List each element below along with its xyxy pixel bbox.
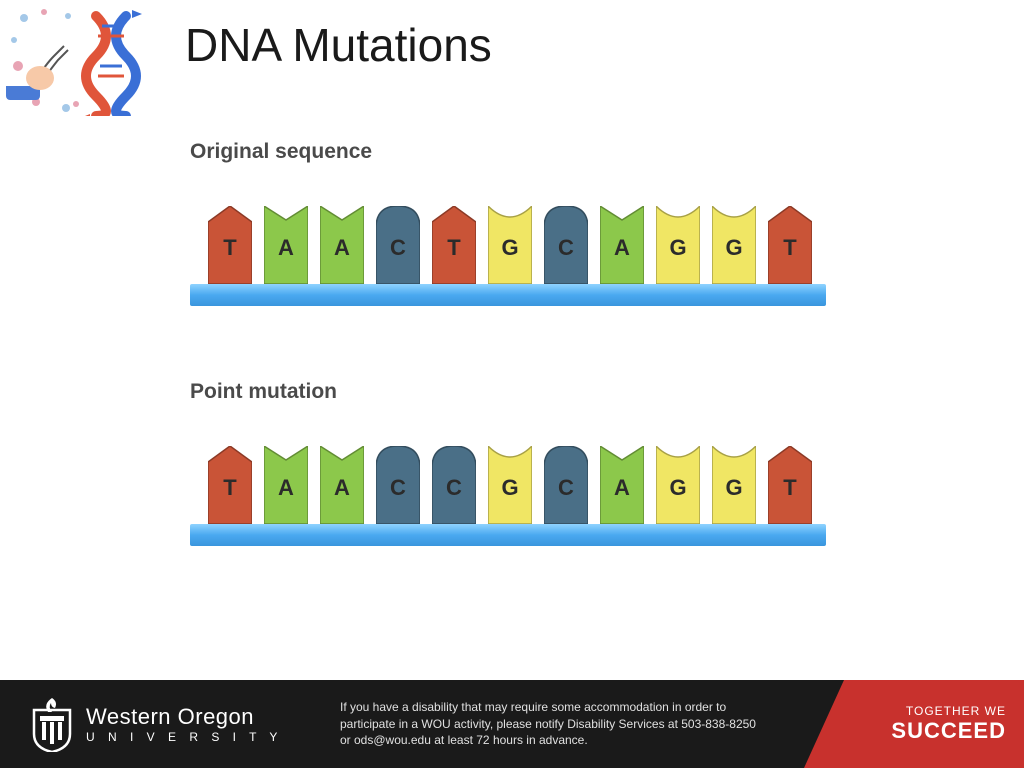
base-letter: T [223,475,236,501]
base-letter: T [783,475,796,501]
base-letter: G [501,235,518,261]
nucleotide-T: T [768,446,812,524]
nucleotide-A: A [600,206,644,284]
nucleotide-C: C [544,446,588,524]
base-letter: C [558,475,574,501]
nucleotide-A: A [264,206,308,284]
base-letter: G [669,235,686,261]
dna-backbone [190,524,826,546]
nucleotide-T: T [208,446,252,524]
tagline-top: TOGETHER WE [891,704,1006,718]
nucleotide-C: C [544,206,588,284]
base-letter: A [334,235,350,261]
sequence-label: Original sequence [190,140,826,164]
footer-tagline: TOGETHER WE SUCCEED [804,680,1024,768]
nucleotide-A: A [320,446,364,524]
nucleotide-G: G [488,446,532,524]
base-letter: G [669,475,686,501]
dna-backbone [190,284,826,306]
university-name: Western Oregon [86,704,282,730]
nucleotide-G: G [712,206,756,284]
nucleotide-A: A [600,446,644,524]
nucleotide-C: C [376,446,420,524]
nucleotide-G: G [712,446,756,524]
nucleotide-G: G [656,206,700,284]
nucleotide-A: A [264,446,308,524]
base-letter: C [390,475,406,501]
base-letter: T [223,235,236,261]
base-letter: T [447,235,460,261]
dna-strand: TAACCGCAGGT [190,436,826,546]
base-letter: G [501,475,518,501]
base-letter: A [278,475,294,501]
base-letter: A [614,475,630,501]
nucleotide-G: G [488,206,532,284]
university-subtitle: U N I V E R S I T Y [86,730,282,744]
base-letter: C [558,235,574,261]
nucleotide-T: T [208,206,252,284]
sequence-block: Original sequence T A A C T G C A G G T [190,140,826,306]
nucleotide-T: T [768,206,812,284]
tagline-bottom: SUCCEED [891,718,1006,744]
footer-bar: Western Oregon U N I V E R S I T Y If yo… [0,680,1024,768]
base-letter: T [783,235,796,261]
base-letter: C [446,475,462,501]
base-letter: G [725,235,742,261]
base-letter: A [614,235,630,261]
dna-editing-icon [6,6,156,116]
nucleotide-C: C [376,206,420,284]
base-letter: G [725,475,742,501]
base-row: TAACCGCAGGT [208,446,812,524]
nucleotide-T: T [432,206,476,284]
base-letter: C [390,235,406,261]
dna-strand: TAACTGCAGGT [190,196,826,306]
torch-shield-icon [30,696,74,752]
nucleotide-A: A [320,206,364,284]
base-letter: A [334,475,350,501]
base-letter: A [278,235,294,261]
nucleotide-G: G [656,446,700,524]
page-title: DNA Mutations [185,18,492,72]
nucleotide-C: C [432,446,476,524]
university-logo: Western Oregon U N I V E R S I T Y [30,696,330,752]
sequence-label: Point mutation [190,380,826,404]
sequence-block: Point mutation T A A C C G C A G G T [190,380,826,546]
base-row: TAACTGCAGGT [208,206,812,284]
disability-disclaimer: If you have a disability that may requir… [340,699,760,749]
